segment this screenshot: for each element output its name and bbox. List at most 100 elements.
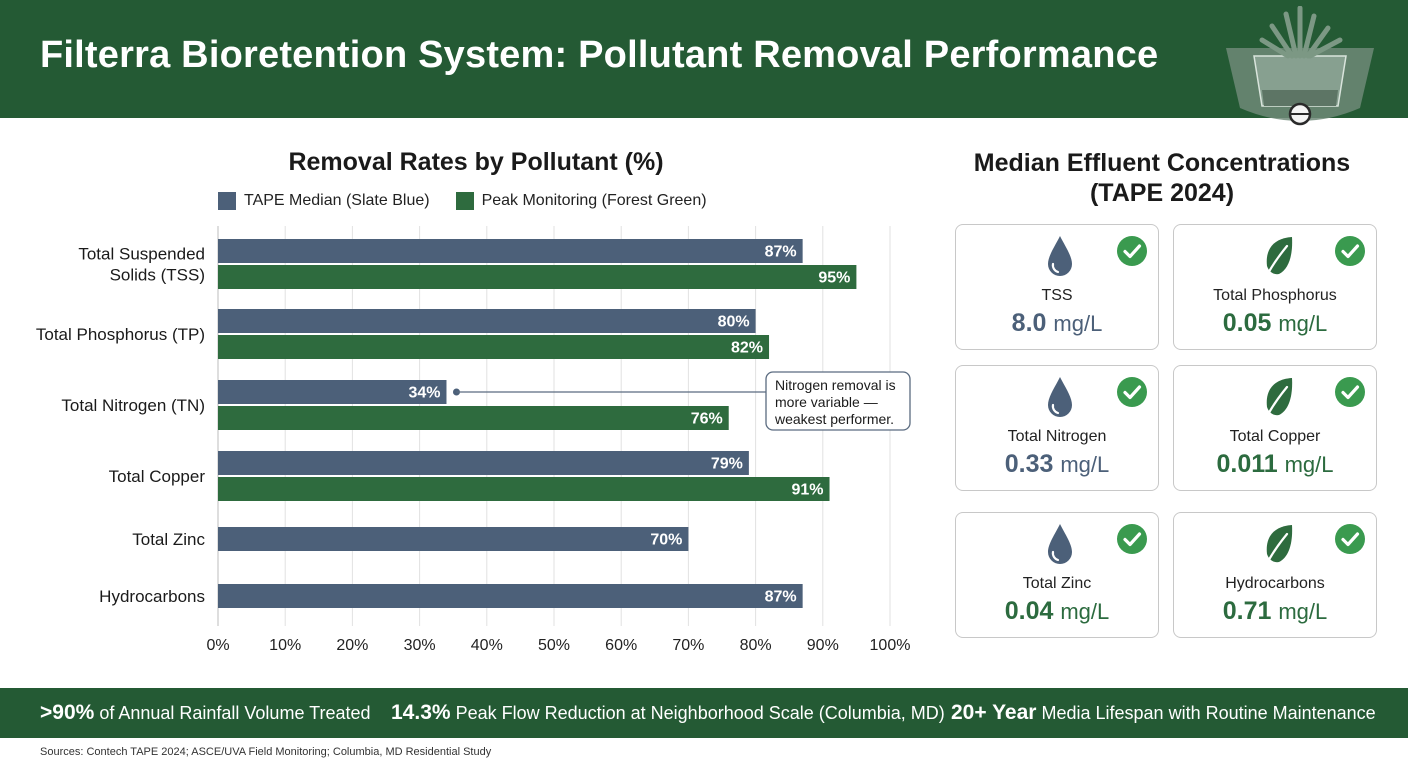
- check-circle-icon: [1334, 235, 1366, 267]
- water-drop-icon: [1044, 374, 1076, 422]
- bar-data-label: 34%: [408, 385, 440, 402]
- legend-swatch-tape: [218, 192, 236, 210]
- bioretention-illustration-icon: [1226, 6, 1374, 126]
- stat-lifespan-value: 20+ Year: [951, 701, 1037, 724]
- chart-legend: TAPE Median (Slate Blue) Peak Monitoring…: [218, 190, 733, 212]
- header-banner: Filterra Bioretention System: Pollutant …: [0, 0, 1408, 126]
- x-tick-label: 90%: [807, 637, 839, 654]
- card-value: 0.04 mg/L: [956, 597, 1158, 626]
- water-drop-icon: [1044, 521, 1076, 569]
- category-label: Total Nitrogen (TN): [61, 396, 205, 415]
- category-label: Total Zinc: [132, 530, 205, 549]
- effluent-card: TSS 8.0 mg/L: [955, 224, 1159, 350]
- leaf-icon: [1262, 233, 1294, 281]
- bar: [218, 451, 749, 475]
- check-circle-icon: [1334, 376, 1366, 408]
- card-value-unit: mg/L: [1060, 599, 1110, 624]
- leaf-icon: [1262, 374, 1294, 422]
- check-circle-icon: [1116, 376, 1148, 408]
- stat-rainfall: >90% of Annual Rainfall Volume Treated: [40, 701, 371, 725]
- page-title: Filterra Bioretention System: Pollutant …: [40, 34, 1159, 76]
- card-value: 0.05 mg/L: [1174, 309, 1376, 338]
- bar-data-label: 87%: [765, 244, 797, 261]
- card-value-number: 0.04: [1004, 597, 1054, 625]
- bar: [218, 477, 830, 501]
- effluent-card: Total Nitrogen 0.33 mg/L: [955, 365, 1159, 491]
- panel-title-line2: (TAPE 2024): [1089, 179, 1235, 207]
- card-value: 0.33 mg/L: [956, 450, 1158, 479]
- x-tick-label: 70%: [672, 637, 704, 654]
- card-value: 8.0 mg/L: [956, 309, 1158, 338]
- bar: [218, 265, 857, 289]
- bar-data-label: 79%: [711, 456, 743, 473]
- card-label: Total Zinc: [1022, 575, 1092, 592]
- chart-title: Removal Rates by Pollutant (%): [288, 148, 664, 176]
- card-value-number: 0.33: [1004, 450, 1054, 478]
- bar: [218, 239, 803, 263]
- bar-data-label: 70%: [650, 532, 682, 549]
- bar: [218, 309, 756, 333]
- card-value: 0.011 mg/L: [1174, 450, 1376, 479]
- legend-item-peak: Peak Monitoring (Forest Green): [455, 192, 707, 210]
- card-value-unit: mg/L: [1278, 599, 1328, 624]
- water-drop-icon: [1044, 233, 1076, 281]
- bar-data-label: 87%: [765, 589, 797, 606]
- effluent-card: Total Copper 0.011 mg/L: [1173, 365, 1377, 491]
- stats-band: >90% of Annual Rainfall Volume Treated 1…: [0, 688, 1408, 738]
- card-value-unit: mg/L: [1060, 452, 1110, 477]
- category-label: Total Phosphorus (TP): [36, 325, 205, 344]
- x-tick-label: 60%: [605, 637, 637, 654]
- x-tick-label: 10%: [269, 637, 301, 654]
- effluent-card: Total Zinc 0.04 mg/L: [955, 512, 1159, 638]
- category-label: Total Suspended: [78, 245, 205, 264]
- card-value-unit: mg/L: [1053, 311, 1103, 336]
- effluent-card: Total Phosphorus 0.05 mg/L: [1173, 224, 1377, 350]
- card-value-number: 0.05: [1222, 309, 1272, 337]
- stat-peak-flow-text: Peak Flow Reduction at Neighborhood Scal…: [455, 703, 945, 723]
- legend-item-tape: TAPE Median (Slate Blue): [218, 192, 430, 210]
- card-label: Total Nitrogen: [1007, 428, 1107, 445]
- bar-data-label: 76%: [691, 411, 723, 428]
- annotation-text: Nitrogen removal is: [775, 377, 896, 393]
- category-label: Total Copper: [109, 467, 206, 486]
- check-circle-icon: [1116, 235, 1148, 267]
- sources-note: Sources: Contech TAPE 2024; ASCE/UVA Fie…: [40, 746, 492, 758]
- effluent-card: Hydrocarbons 0.71 mg/L: [1173, 512, 1377, 638]
- panel-title-line1: Median Effluent Concentrations: [973, 149, 1351, 177]
- card-value-unit: mg/L: [1284, 452, 1334, 477]
- bar-data-label: 80%: [718, 314, 750, 331]
- check-circle-icon: [1116, 523, 1148, 555]
- x-tick-label: 50%: [538, 637, 570, 654]
- panel-title: Median Effluent Concentrations (TAPE 202…: [944, 148, 1380, 208]
- bar: [218, 380, 447, 404]
- leaf-icon: [1262, 521, 1294, 569]
- stat-lifespan: 20+ Year Media Lifespan with Routine Mai…: [951, 701, 1376, 725]
- removal-rates-chart: 0% 10% 20% 30% 40% 50% 60% 70% 80% 90% 100% 87% 95% T…: [0, 226, 930, 666]
- card-value-number: 0.011: [1216, 450, 1278, 478]
- stat-rainfall-value: >90%: [40, 701, 95, 724]
- annotation-box: [765, 371, 911, 431]
- stat-lifespan-text: Media Lifespan with Routine Maintenance: [1041, 703, 1376, 723]
- category-label: Hydrocarbons: [99, 587, 205, 606]
- card-value-number: 0.71: [1222, 597, 1272, 625]
- annotation-text: weakest performer.: [774, 411, 894, 427]
- card-label: Total Phosphorus: [1213, 287, 1337, 304]
- card-value-number: 8.0: [1011, 309, 1047, 337]
- removal-rates-svg: 0% 10% 20% 30% 40% 50% 60% 70% 80% 90% 100% 87% 95% T…: [36, 226, 911, 654]
- bar: [218, 527, 689, 551]
- legend-label-tape: TAPE Median (Slate Blue): [244, 192, 430, 209]
- category-label: Solids (TSS): [110, 266, 205, 285]
- bar-data-label: 91%: [791, 482, 823, 499]
- legend-swatch-peak: [455, 192, 474, 210]
- x-tick-label: 0%: [206, 637, 229, 654]
- stat-peak-flow-value: 14.3%: [391, 701, 451, 724]
- x-tick-label: 100%: [870, 637, 911, 654]
- annotation-text: more variable —: [775, 394, 878, 410]
- bar-data-label: 95%: [818, 270, 850, 287]
- card-label: TSS: [1041, 287, 1073, 304]
- bar: [218, 335, 770, 359]
- bar-data-label: 82%: [731, 340, 763, 357]
- x-tick-label: 40%: [471, 637, 503, 654]
- bar: [218, 584, 803, 608]
- card-value-unit: mg/L: [1278, 311, 1328, 336]
